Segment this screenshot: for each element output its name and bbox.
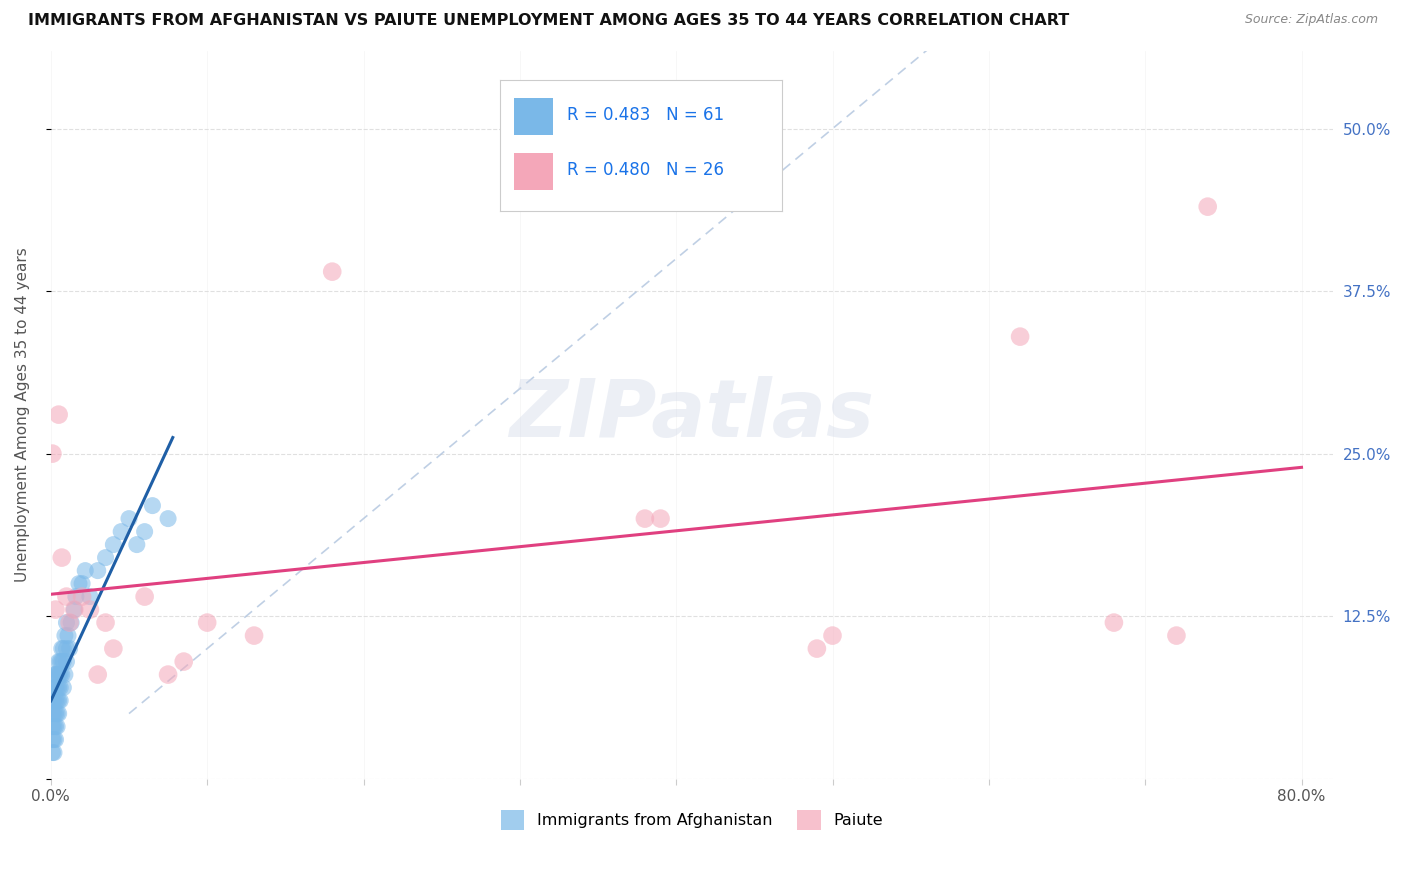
Point [49,655,72,669]
Point [42,693,65,707]
Text: ZIPatlas: ZIPatlas [509,376,875,454]
Point [634,511,657,525]
Point [44,706,66,721]
Text: Source: ZipAtlas.com: Source: ZipAtlas.com [1244,13,1378,27]
Point [51,667,73,681]
Point [41,732,63,747]
Point [44,667,66,681]
Point [55,590,77,604]
Point [49,681,72,695]
Point [1166,629,1188,643]
Point [103,641,125,656]
Point [49,667,72,681]
Point [806,641,828,656]
Point [63,602,86,616]
Point [157,511,180,525]
Point [58,641,80,656]
Point [46,706,69,721]
Point [41,746,63,760]
Point [1102,615,1125,630]
Point [321,265,343,279]
Point [134,524,156,539]
Point [42,732,65,747]
Point [46,720,69,734]
Point [173,655,195,669]
Point [157,667,180,681]
Point [46,667,69,681]
Point [44,732,66,747]
Point [42,681,65,695]
Point [42,746,65,760]
Point [41,706,63,721]
Point [141,499,163,513]
Point [55,655,77,669]
Point [48,706,70,721]
Point [195,615,218,630]
Point [87,564,110,578]
Point [1197,200,1219,214]
Point [56,629,79,643]
Point [118,511,141,525]
Point [55,641,77,656]
Point [75,564,97,578]
Point [63,602,86,616]
Point [70,576,93,591]
Point [48,408,70,422]
Point [46,693,69,707]
Point [67,576,90,591]
Point [60,615,83,630]
Point [44,720,66,734]
Point [41,720,63,734]
Point [134,590,156,604]
Point [48,655,70,669]
Point [49,693,72,707]
Point [42,706,65,721]
Point [41,447,63,461]
Point [650,511,672,525]
Point [51,641,73,656]
Point [44,602,66,616]
Text: IMMIGRANTS FROM AFGHANISTAN VS PAIUTE UNEMPLOYMENT AMONG AGES 35 TO 44 YEARS COR: IMMIGRANTS FROM AFGHANISTAN VS PAIUTE UN… [28,13,1070,29]
Point [52,655,75,669]
Point [94,615,117,630]
Point [821,629,844,643]
Point [53,667,76,681]
Point [44,681,66,695]
Y-axis label: Unemployment Among Ages 35 to 44 years: Unemployment Among Ages 35 to 44 years [15,247,30,582]
Point [52,641,75,656]
Point [70,590,93,604]
Point [48,681,70,695]
Legend: Immigrants from Afghanistan, Paiute: Immigrants from Afghanistan, Paiute [494,804,890,836]
Point [58,615,80,630]
Point [51,655,73,669]
Point [42,667,65,681]
Point [1010,329,1032,343]
Point [87,667,110,681]
Point [46,681,69,695]
Point [79,602,101,616]
Point [94,550,117,565]
Point [110,524,132,539]
Point [103,538,125,552]
Point [79,590,101,604]
Point [125,538,148,552]
Point [243,629,266,643]
Point [52,681,75,695]
Point [44,693,66,707]
Point [53,629,76,643]
Point [48,693,70,707]
Point [65,590,87,604]
Point [55,615,77,630]
Point [41,693,63,707]
Point [51,550,73,565]
Point [48,667,70,681]
Point [42,720,65,734]
